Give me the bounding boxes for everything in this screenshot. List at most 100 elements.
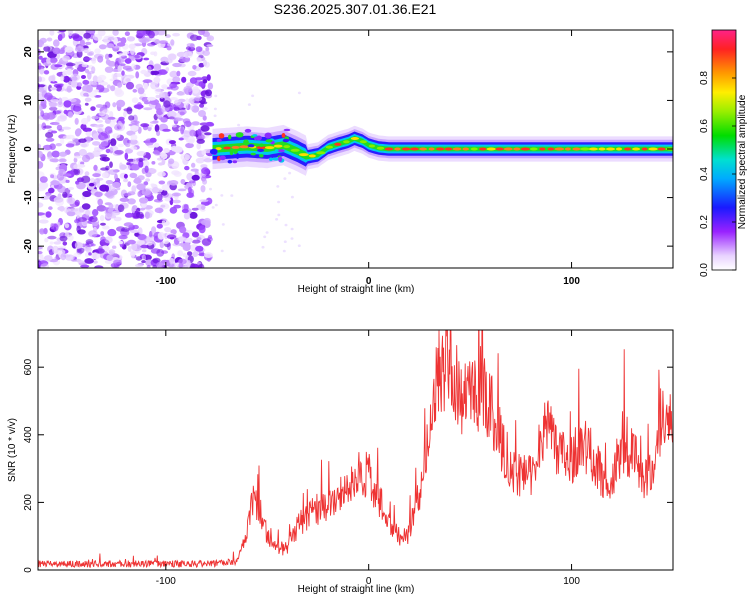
noise-speckle xyxy=(121,70,125,76)
noise-speckle xyxy=(38,143,42,149)
noise-speckle xyxy=(205,197,213,205)
noise-speckle xyxy=(106,84,111,89)
noise-speckle xyxy=(251,94,255,98)
noise-speckle xyxy=(94,265,104,268)
noise-speckle xyxy=(181,264,189,268)
noise-speckle xyxy=(62,135,71,140)
y-tick-label: -10 xyxy=(23,190,34,205)
noise-speckle xyxy=(209,187,212,191)
noise-speckle xyxy=(141,249,147,253)
noise-speckle xyxy=(198,62,205,68)
noise-speckle xyxy=(132,88,138,93)
noise-speckle xyxy=(52,47,61,55)
noise-speckle xyxy=(112,245,117,249)
ridge-hotspot xyxy=(547,147,555,151)
noise-speckle xyxy=(180,179,186,185)
noise-speckle xyxy=(54,64,63,68)
noise-speckle xyxy=(141,254,146,262)
noise-speckle xyxy=(84,171,90,176)
noise-speckle xyxy=(163,148,170,153)
noise-speckle xyxy=(173,171,182,177)
noise-speckle xyxy=(45,193,52,197)
noise-speckle xyxy=(118,56,123,65)
noise-speckle xyxy=(50,99,60,103)
noise-speckle xyxy=(64,46,74,53)
noise-speckle xyxy=(42,43,49,48)
noise-speckle xyxy=(99,81,108,86)
ridge-hotspot xyxy=(376,146,385,150)
noise-speckle xyxy=(297,244,301,247)
noise-speckle xyxy=(140,69,148,75)
x-tick-label: 0 xyxy=(366,276,372,287)
noise-speckle xyxy=(149,121,159,124)
ridge-hotspot xyxy=(462,147,470,151)
noise-speckle xyxy=(72,105,82,112)
noise-speckle xyxy=(66,211,76,217)
noise-speckle xyxy=(156,130,161,137)
noise-speckle xyxy=(58,158,67,163)
noise-speckle xyxy=(76,177,85,183)
noise-speckle xyxy=(67,234,74,241)
noise-speckle xyxy=(158,40,168,44)
colorbar: 0.0 0.2 0.4 0.6 0.8 Normalized spectral ampl… xyxy=(699,29,748,277)
noise-speckle xyxy=(43,46,51,52)
noise-speckle xyxy=(183,85,193,93)
colorbar-tick-label: 0.2 xyxy=(699,215,710,229)
noise-speckle xyxy=(201,149,206,156)
noise-speckle xyxy=(198,225,206,234)
noise-speckle xyxy=(290,227,294,231)
noise-speckle xyxy=(189,129,196,137)
y-tick-label: 10 xyxy=(23,94,34,106)
noise-speckle xyxy=(152,265,158,268)
ridge-hotspot xyxy=(486,147,496,151)
noise-speckle xyxy=(166,45,172,51)
noise-speckle xyxy=(137,233,147,240)
noise-speckle xyxy=(50,174,55,179)
snr-y-label: SNR (10 * v/v) xyxy=(7,418,18,482)
noise-speckle xyxy=(169,82,178,89)
x-tick-label: -100 xyxy=(156,276,176,287)
noise-speckle xyxy=(138,158,144,162)
noise-speckle xyxy=(139,244,149,249)
noise-speckle xyxy=(122,65,133,71)
colorbar-ticks: 0.0 0.2 0.4 0.6 0.8 xyxy=(699,71,736,277)
ridge-hotspot xyxy=(624,147,632,151)
noise-speckle xyxy=(57,206,65,211)
noise-speckle xyxy=(68,186,75,191)
noise-speckle xyxy=(156,249,165,257)
noise-speckle xyxy=(62,191,68,198)
noise-speckle xyxy=(143,181,149,186)
noise-speckle xyxy=(125,81,135,90)
noise-speckle xyxy=(157,231,165,240)
noise-speckle xyxy=(135,211,144,219)
ridge-hotspot xyxy=(384,147,394,151)
ridge-hotspot xyxy=(564,147,571,151)
noise-speckle xyxy=(191,121,200,126)
noise-speckle xyxy=(107,37,115,41)
noise-speckle xyxy=(189,77,198,84)
noise-speckle xyxy=(39,37,47,44)
noise-speckle xyxy=(130,47,135,56)
noise-speckle xyxy=(76,82,83,88)
noise-speckle xyxy=(70,80,76,87)
noise-speckle xyxy=(183,212,191,220)
noise-speckle xyxy=(117,143,125,148)
noise-speckle xyxy=(164,197,171,202)
ridge-hotspot xyxy=(452,147,462,151)
noise-speckle xyxy=(82,190,92,198)
ridge-onset-blob xyxy=(227,159,233,164)
noise-speckle xyxy=(179,56,186,62)
noise-speckle xyxy=(202,50,210,56)
noise-speckle xyxy=(161,84,168,89)
noise-speckle xyxy=(126,36,135,42)
noise-speckle xyxy=(200,125,210,132)
noise-speckle xyxy=(123,178,129,183)
ridge-onset-blob xyxy=(255,135,262,141)
noise-speckle xyxy=(97,55,104,63)
noise-speckle xyxy=(104,66,114,73)
y-tick-label: -20 xyxy=(23,238,34,253)
ridge-hotspot xyxy=(283,145,291,149)
noise-speckle xyxy=(92,141,101,146)
noise-speckle xyxy=(203,217,211,225)
